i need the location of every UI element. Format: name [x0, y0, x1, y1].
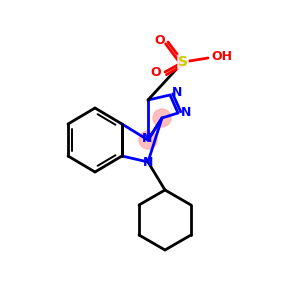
Circle shape	[139, 131, 157, 149]
Text: N: N	[172, 86, 182, 100]
Text: N: N	[143, 157, 153, 169]
Text: OH: OH	[211, 50, 232, 64]
Circle shape	[153, 109, 171, 127]
Text: O: O	[154, 34, 165, 47]
Text: N: N	[142, 133, 152, 146]
Text: N: N	[181, 106, 191, 119]
Text: O: O	[150, 67, 161, 80]
Text: S: S	[178, 55, 188, 69]
